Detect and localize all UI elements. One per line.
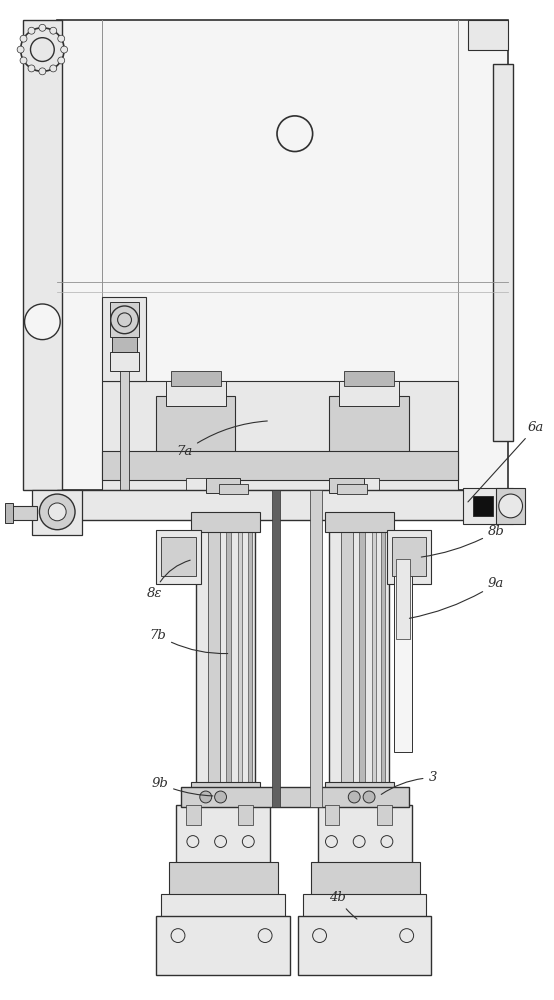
Bar xyxy=(468,20,507,50)
Bar xyxy=(310,490,321,807)
Bar xyxy=(120,366,130,490)
Bar xyxy=(176,805,270,864)
Text: 8ε: 8ε xyxy=(146,560,190,600)
Text: 7a: 7a xyxy=(176,421,267,458)
Bar xyxy=(463,488,512,524)
Bar xyxy=(392,537,427,576)
Bar xyxy=(340,381,399,406)
Bar xyxy=(102,297,146,381)
Bar xyxy=(302,894,427,919)
Bar xyxy=(156,916,290,975)
Bar xyxy=(219,484,248,494)
Circle shape xyxy=(58,35,65,42)
Bar xyxy=(330,478,364,493)
Bar xyxy=(156,530,201,584)
Circle shape xyxy=(24,304,60,340)
Bar xyxy=(238,525,242,782)
Bar xyxy=(191,512,260,532)
Bar xyxy=(171,371,220,386)
Circle shape xyxy=(20,57,27,64)
Circle shape xyxy=(58,57,65,64)
Circle shape xyxy=(39,494,75,530)
Bar xyxy=(8,506,38,520)
Bar xyxy=(317,805,412,864)
Circle shape xyxy=(214,791,227,803)
Bar xyxy=(493,64,512,441)
Circle shape xyxy=(39,24,46,31)
Text: 4b: 4b xyxy=(330,891,357,919)
Bar xyxy=(102,451,458,480)
Circle shape xyxy=(48,503,66,521)
Bar xyxy=(181,787,409,807)
Bar xyxy=(208,525,219,782)
Bar xyxy=(337,484,367,494)
Circle shape xyxy=(363,791,375,803)
Bar xyxy=(161,537,196,576)
Bar xyxy=(325,782,394,802)
Bar xyxy=(206,478,240,493)
Bar xyxy=(387,530,432,584)
Bar xyxy=(311,862,419,897)
Bar xyxy=(169,862,278,897)
Bar xyxy=(23,20,62,490)
Bar xyxy=(248,525,252,782)
Bar xyxy=(496,488,526,524)
Bar xyxy=(196,520,255,787)
Bar xyxy=(161,894,285,919)
Bar xyxy=(238,805,253,825)
Bar xyxy=(325,805,340,825)
Bar xyxy=(110,352,140,371)
Bar xyxy=(473,496,493,516)
Bar xyxy=(5,503,13,523)
Circle shape xyxy=(348,791,360,803)
Text: 6a: 6a xyxy=(468,421,543,502)
Bar xyxy=(325,512,394,532)
Bar xyxy=(166,381,225,406)
Bar xyxy=(396,559,409,639)
Circle shape xyxy=(50,65,57,72)
Bar xyxy=(186,805,201,825)
Bar xyxy=(394,545,412,752)
Bar xyxy=(186,478,225,490)
Bar xyxy=(156,396,235,455)
Bar xyxy=(33,490,82,535)
Bar xyxy=(57,20,507,490)
Bar xyxy=(372,525,376,782)
Bar xyxy=(330,396,409,455)
Circle shape xyxy=(50,27,57,34)
Text: 3: 3 xyxy=(381,771,437,794)
Bar xyxy=(341,525,353,782)
Bar xyxy=(377,805,392,825)
Bar xyxy=(340,478,379,490)
Bar xyxy=(330,520,389,787)
Bar xyxy=(381,525,385,782)
Circle shape xyxy=(200,791,212,803)
Text: 9a: 9a xyxy=(409,577,504,618)
Circle shape xyxy=(61,46,68,53)
Bar xyxy=(225,525,232,782)
Circle shape xyxy=(17,46,24,53)
Text: 7b: 7b xyxy=(149,629,228,654)
Circle shape xyxy=(277,116,312,152)
Circle shape xyxy=(20,28,64,71)
Bar xyxy=(102,381,458,490)
Circle shape xyxy=(28,65,35,72)
Circle shape xyxy=(39,68,46,75)
Bar xyxy=(112,337,137,352)
Bar xyxy=(359,525,365,782)
Text: 8b: 8b xyxy=(421,525,505,557)
Circle shape xyxy=(499,494,522,518)
Circle shape xyxy=(20,35,27,42)
Bar xyxy=(57,490,507,520)
Bar xyxy=(191,782,260,802)
Bar xyxy=(345,371,394,386)
Bar xyxy=(110,302,140,337)
Circle shape xyxy=(111,306,138,334)
Circle shape xyxy=(28,27,35,34)
Bar xyxy=(272,490,280,807)
Bar xyxy=(298,916,432,975)
Text: 9b: 9b xyxy=(151,777,213,796)
